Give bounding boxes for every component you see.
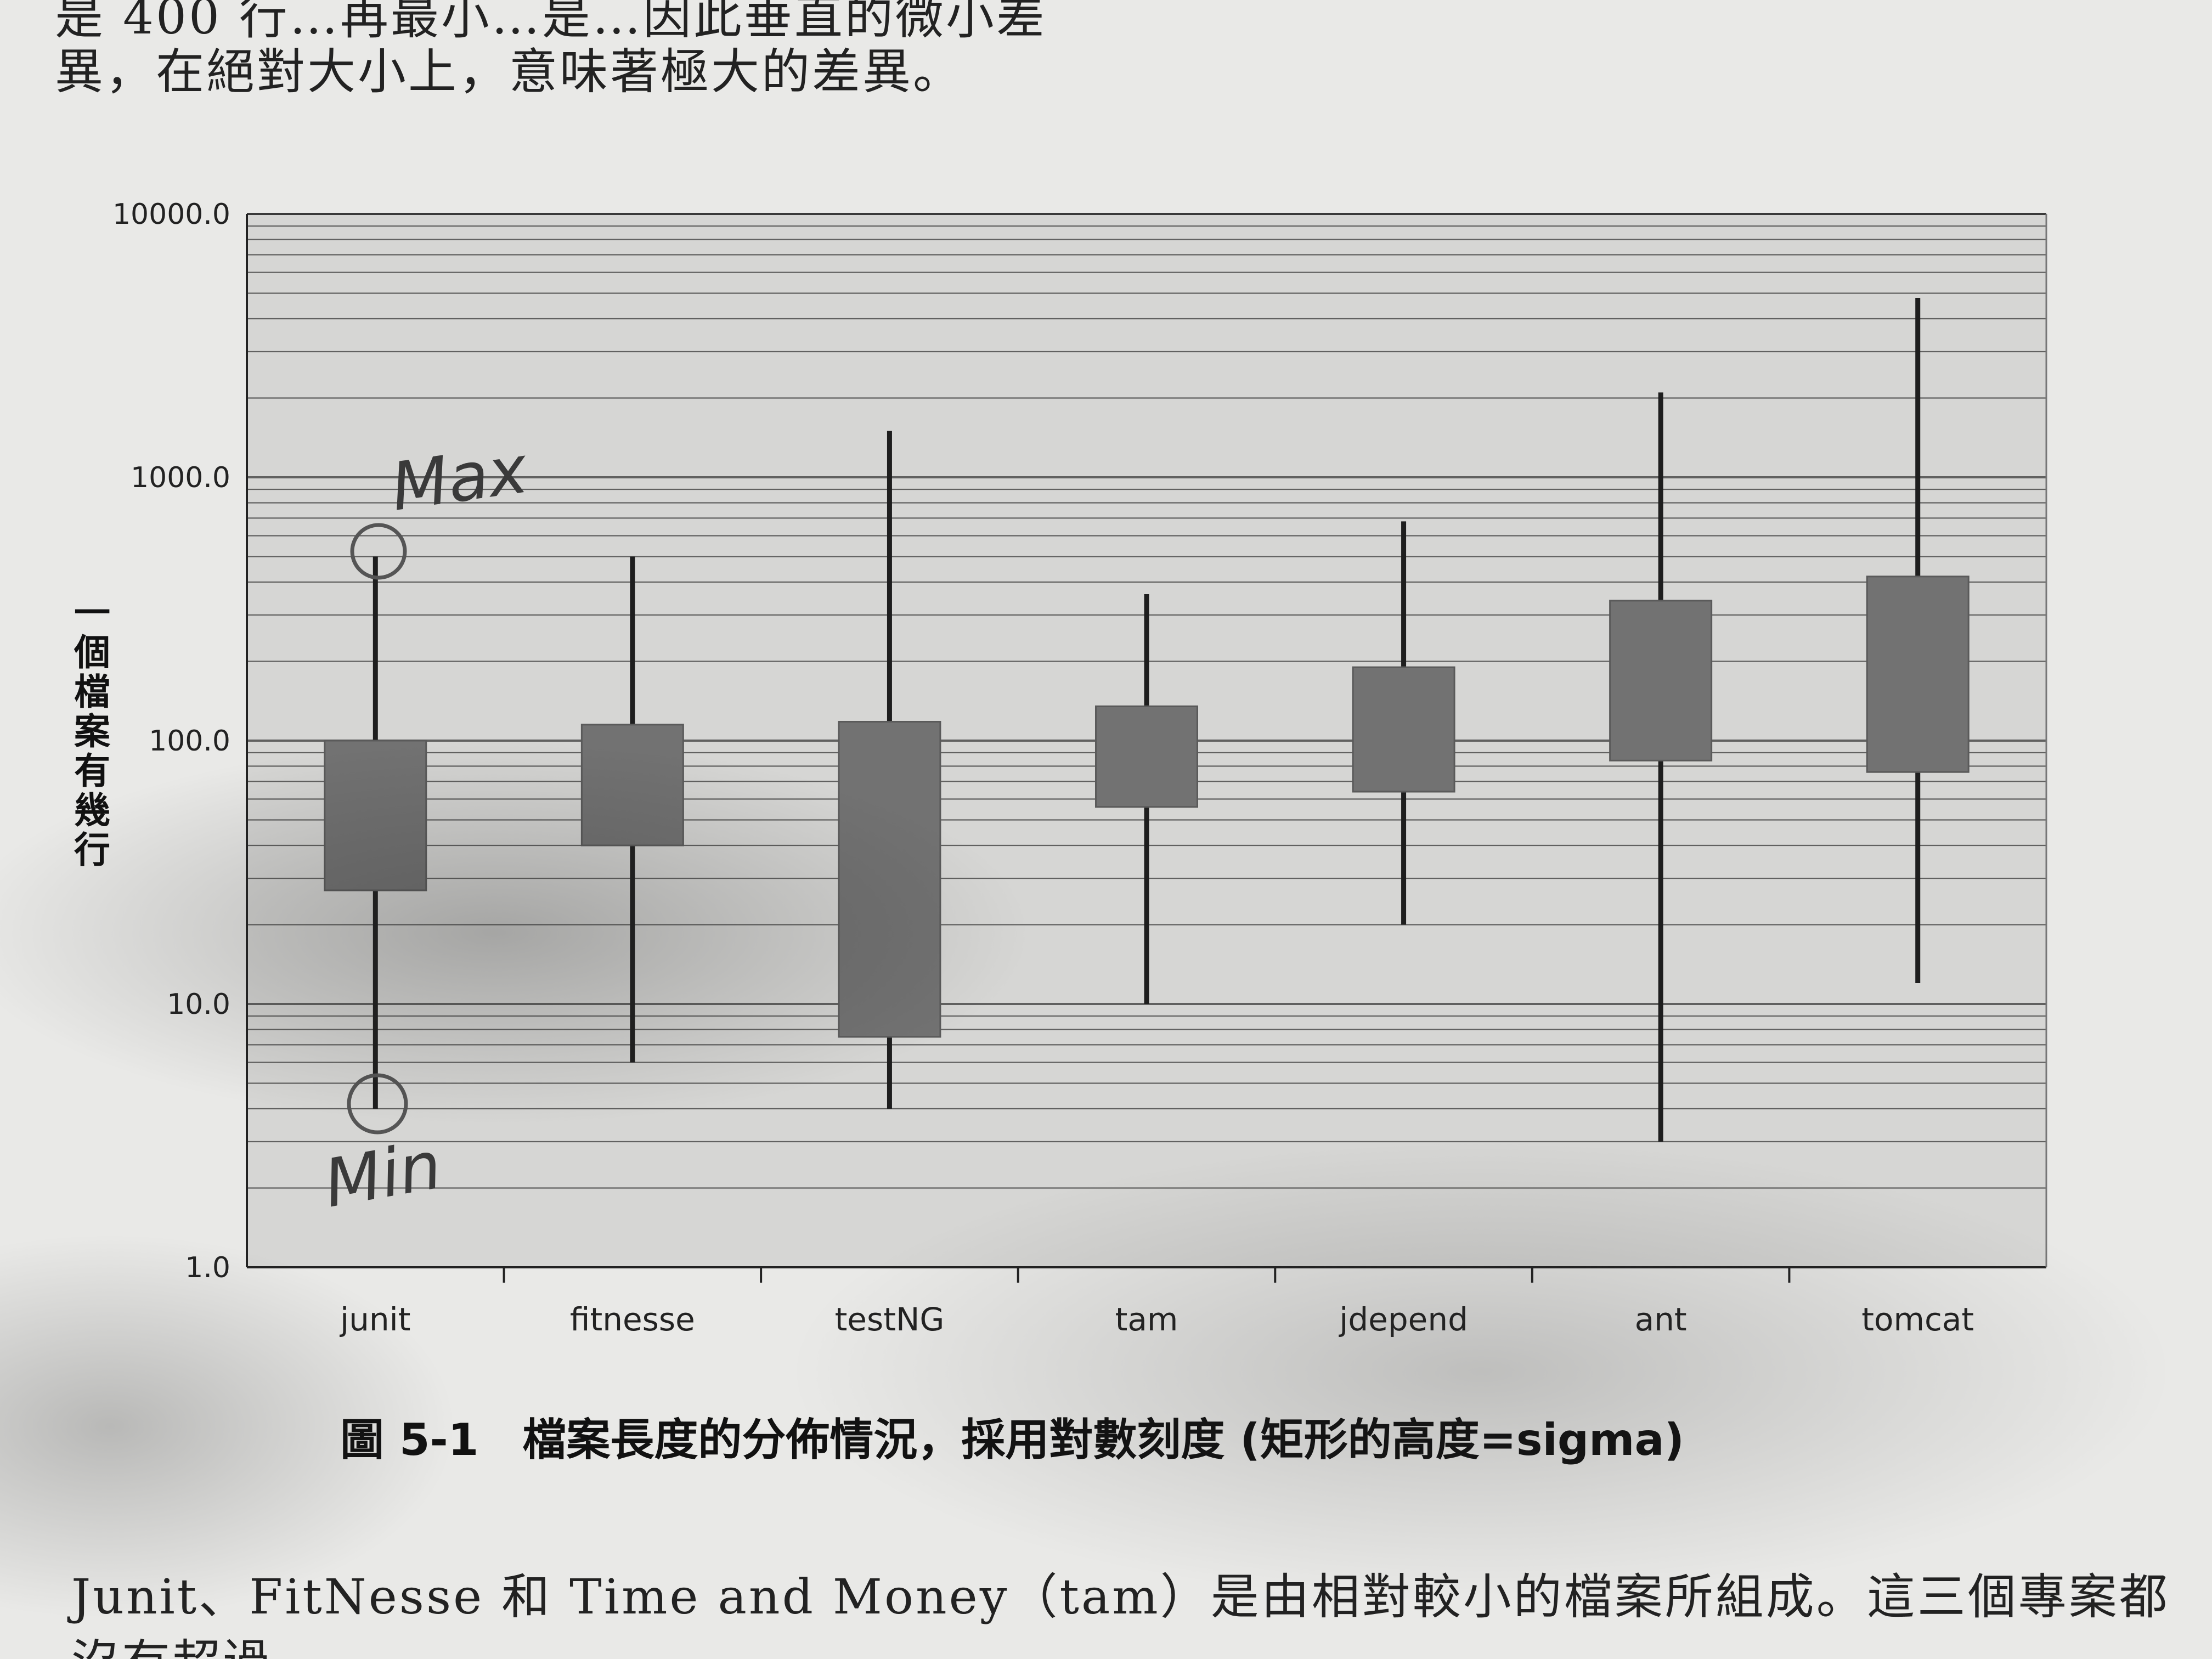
y-tick-label: 10.0 [167, 988, 230, 1021]
x-tick-label-tomcat: tomcat [1861, 1301, 1974, 1338]
x-tick-label-fitnesse: fitnesse [570, 1301, 695, 1338]
box-junit [324, 740, 427, 891]
body-text-top: 異，在絕對大小上，意味著極大的差異。 [55, 43, 964, 100]
y-axis-label-char: 案 [74, 710, 111, 753]
max-annotation-text: Max [387, 431, 533, 526]
box-tam [1095, 705, 1198, 808]
x-tick-label-jdepend: jdepend [1338, 1301, 1468, 1338]
y-axis-label-char: 個 [74, 631, 110, 674]
handwritten-annotations: Max Min [319, 431, 533, 1222]
x-tick-label-tam: tam [1115, 1301, 1178, 1338]
box-series [324, 298, 1970, 1142]
x-tick-label-testNG: testNG [835, 1301, 945, 1338]
y-axis-label-char: 有 [74, 750, 110, 792]
box-tomcat [1866, 575, 1970, 773]
y-axis-label-char: 一 [74, 592, 110, 634]
axes [246, 214, 2047, 1283]
min-circle-annotation [347, 1073, 408, 1135]
box-ant [1609, 600, 1713, 761]
y-axis-label-char: 行 [74, 829, 110, 871]
max-circle-annotation [350, 523, 407, 580]
body-text-bottom: Junit、FitNesse 和 Time and Money（tam）是由相對… [71, 1568, 2170, 1625]
y-axis-label-char: 檔 [74, 671, 110, 713]
grid-lines [247, 213, 2046, 1267]
y-tick-label: 1000.0 [131, 461, 230, 494]
body-text-top-partial: 是 400 行…再最小…是…因此垂直的微小差 [55, 0, 1047, 45]
y-tick-label: 10000.0 [112, 198, 230, 231]
y-tick-label: 100.0 [149, 725, 230, 758]
figure-caption: 圖 5-1 檔案長度的分佈情況，採用對數刻度 (矩形的高度=sigma) [340, 1414, 1685, 1465]
x-tick-label-ant: ant [1635, 1301, 1687, 1338]
box-fitnesse [580, 724, 684, 847]
body-text-bottom-partial: 沒有超過… [71, 1624, 324, 1659]
box-jdepend [1352, 666, 1455, 793]
y-tick-label: 1.0 [185, 1251, 230, 1284]
box-testNG [838, 720, 941, 1038]
y-axis-label-char: 幾 [74, 789, 110, 832]
x-tick-label-junit: junit [339, 1301, 411, 1338]
